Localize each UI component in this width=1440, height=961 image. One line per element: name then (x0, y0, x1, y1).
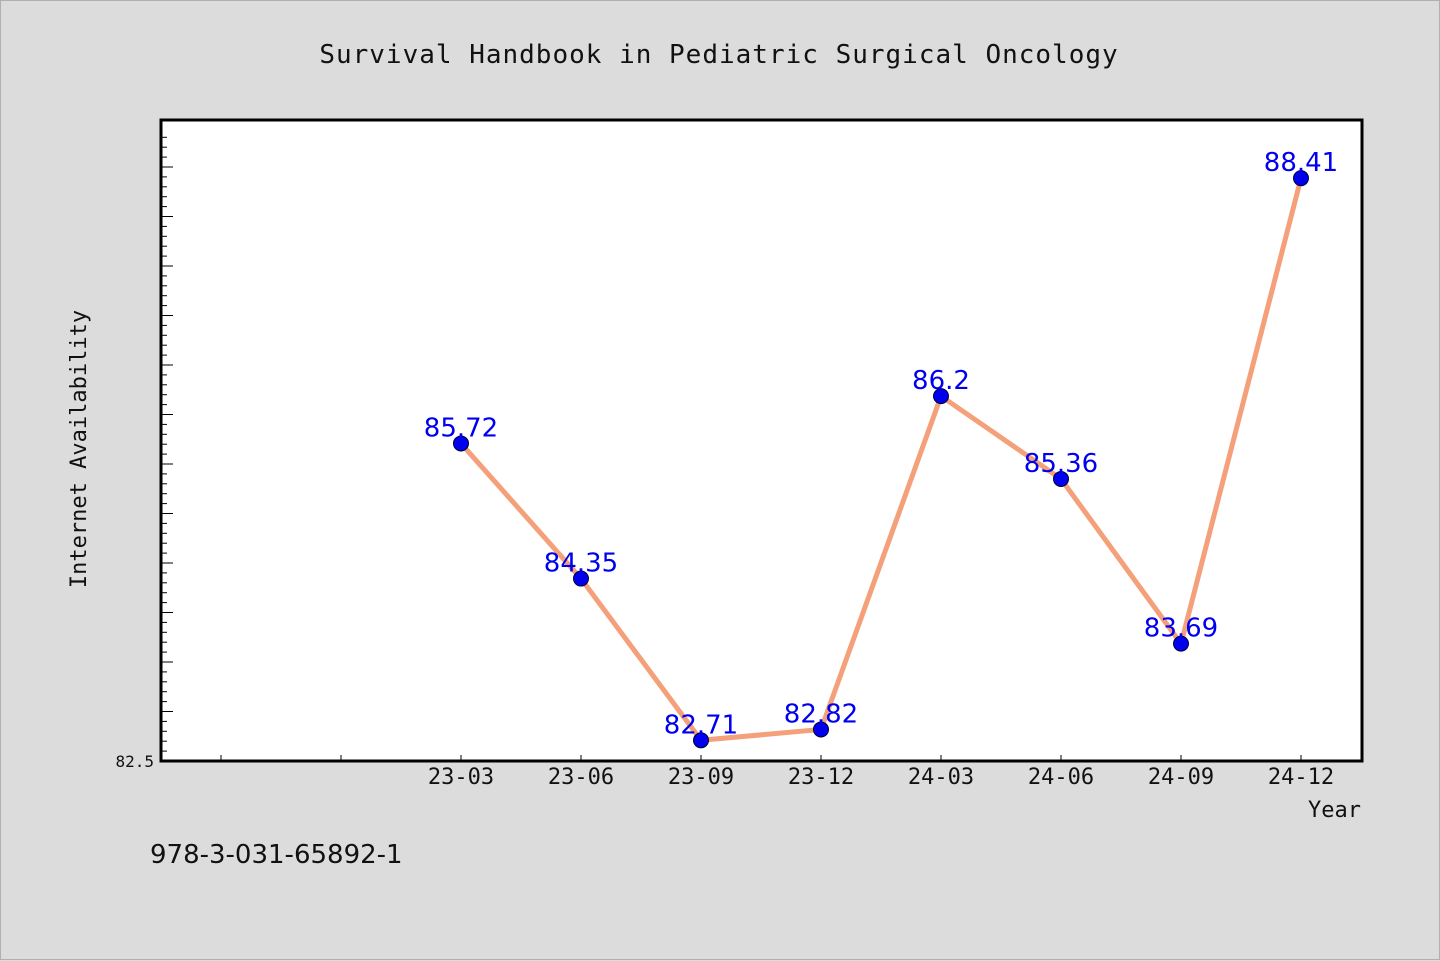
data-point (1173, 635, 1189, 652)
data-label: 85.72 (424, 413, 498, 443)
x-tick-label: 24-09 (1148, 765, 1214, 790)
chart-title: Survival Handbook in Pediatric Surgical … (319, 40, 1118, 70)
data-labels: 85.72 84.35 82.71 82.82 86.2 85.36 83.69 88.41 (424, 148, 1338, 740)
data-point (933, 388, 949, 405)
data-point (573, 570, 589, 587)
data-label: 82.82 (784, 699, 858, 729)
data-point (1293, 170, 1309, 187)
data-label: 85.36 (1024, 449, 1098, 479)
data-label: 82.71 (664, 710, 738, 740)
x-axis-tick-labels: 23-03 23-06 23-09 23-12 24-03 24-06 24-09 24-12 (428, 765, 1334, 790)
x-tick-label: 23-12 (788, 765, 854, 790)
x-tick-label: 23-03 (428, 765, 494, 790)
data-label: 83.69 (1144, 614, 1218, 644)
data-label: 84.35 (544, 549, 618, 579)
data-point (1053, 470, 1069, 487)
x-axis-label: Year (1308, 798, 1361, 823)
x-axis-ticks (220, 755, 1302, 761)
isbn-text: 978-3-031-65892-1 (150, 840, 403, 870)
data-label: 86.2 (912, 366, 970, 396)
data-label: 88.41 (1264, 148, 1338, 178)
data-point (693, 732, 709, 749)
x-tick-label: 24-03 (908, 765, 974, 790)
x-tick-label: 24-06 (1028, 765, 1094, 790)
x-tick-label: 23-06 (548, 765, 614, 790)
y-axis-ticks (161, 136, 173, 762)
plot-area (159, 118, 1364, 763)
x-tick-label: 23-09 (668, 765, 734, 790)
y-axis-label: Internet Availability (67, 310, 92, 588)
x-tick-label: 24-12 (1268, 765, 1334, 790)
series-line (459, 177, 1304, 743)
y-tick-label: 82.5 (115, 752, 154, 771)
data-point (813, 721, 829, 738)
data-point (453, 435, 469, 452)
series-markers (453, 170, 1309, 749)
